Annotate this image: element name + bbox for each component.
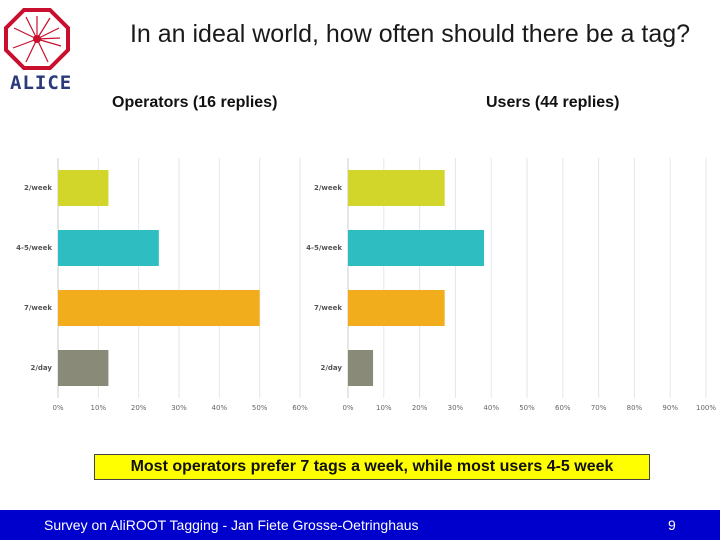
operators-chart-svg: 0% 10% 20% 30% 40% 50% 60% 2/week 4-5/week 7/week… [16,158,308,412]
operators-bar-2-day [58,350,109,386]
operators-tick-label: 60% [292,404,308,412]
users-tick-label: 30% [448,404,464,412]
users-tick-label: 50% [519,404,535,412]
users-tick-label: 0% [342,404,353,412]
operators-tick-label: 50% [252,404,268,412]
users-bar-2-week [348,170,445,206]
operators-chart-title: Operators (16 replies) [112,94,278,111]
users-tick-label: 40% [483,404,499,412]
operators-tick-label: 0% [52,404,63,412]
operators-tick-label: 30% [171,404,187,412]
users-tick-label: 20% [412,404,428,412]
users-category-label: 2/week [314,184,342,192]
users-category-label: 4-5/week [306,244,342,252]
operators-category-label: 4-5/week [16,244,52,252]
users-category-label: 7/week [314,304,342,312]
logo-text: ALICE [10,72,73,94]
footer-bar: Survey on AliROOT Tagging - Jan Fiete Gr… [0,510,720,540]
slide-title: In an ideal world, how often should ther… [129,20,691,48]
operators-category-label: 2/week [24,184,52,192]
alice-logo: ALICE [4,8,71,94]
footer-text: Survey on AliROOT Tagging - Jan Fiete Gr… [44,517,419,533]
operators-tick-label: 10% [91,404,107,412]
users-chart: 0% 10% 20% 30% 40% 50% 60% 70% 80% 90% 100% 2/week 4… [306,152,716,422]
operators-bar-4-5-week [58,230,159,266]
users-bar-7-week [348,290,445,326]
operators-category-label: 7/week [24,304,52,312]
users-tick-label: 70% [591,404,607,412]
users-tick-label: 10% [376,404,392,412]
page-number: 9 [668,517,676,533]
users-chart-title: Users (44 replies) [486,94,620,111]
users-bar-2-day [348,350,374,386]
users-tick-label: 60% [555,404,571,412]
alice-octagon-icon [4,8,70,70]
users-category-label: 2/day [320,364,342,372]
summary-callout: Most operators prefer 7 tags a week, whi… [94,454,650,480]
users-tick-label: 90% [662,404,678,412]
users-tick-label: 100% [696,404,716,412]
users-tick-label: 80% [627,404,643,412]
users-chart-svg: 0% 10% 20% 30% 40% 50% 60% 70% 80% 90% 100% 2/week 4… [306,158,716,412]
operators-bar-2-week [58,170,109,206]
operators-tick-label: 40% [212,404,228,412]
operators-chart: 0% 10% 20% 30% 40% 50% 60% 2/week 4-5/week 7/week… [8,152,308,422]
operators-tick-label: 20% [131,404,147,412]
operators-category-label: 2/day [30,364,52,372]
users-bar-4-5-week [348,230,485,266]
operators-bar-7-week [58,290,260,326]
